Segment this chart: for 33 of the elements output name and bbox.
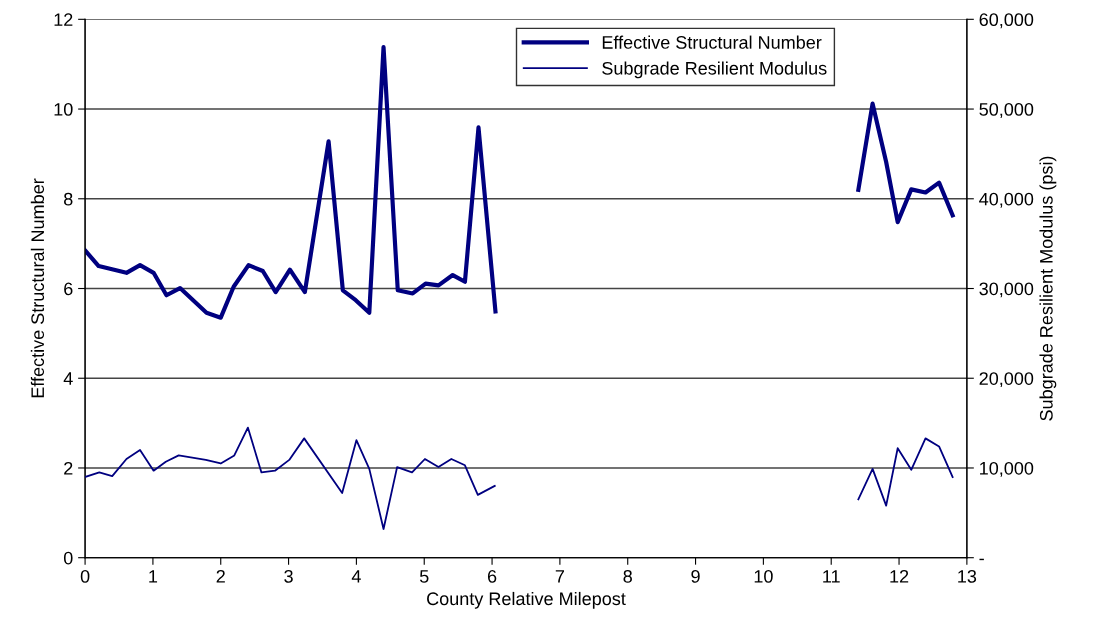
y-tick-label: 2: [64, 461, 73, 475]
x-tick-label: 3: [284, 569, 293, 583]
x-tick-label: 6: [487, 569, 497, 583]
y-tick-label: 6: [64, 282, 73, 296]
y2-tick-label: -: [979, 558, 984, 561]
y2-tick-label: 20,000: [979, 372, 1034, 388]
y-tick-label: 8: [64, 192, 73, 206]
x-tick-label: 10: [754, 569, 773, 583]
x-axis-title: County Relative Milepost: [427, 591, 626, 609]
y-tick-label: 12: [54, 13, 73, 26]
x-tick-label: 8: [623, 569, 632, 583]
x-tick-label: 11: [823, 570, 840, 583]
y2-axis-title: Subgrade Resilient Modulus (psi): [1039, 156, 1057, 421]
x-tick-label: 13: [958, 569, 977, 583]
legend-label: Effective Structural Number: [602, 35, 822, 49]
y2-tick-label: 60,000: [979, 13, 1034, 29]
y-tick-label: 4: [63, 372, 73, 385]
y2-tick-label: 50,000: [979, 102, 1034, 118]
y2-tick-label: 40,000: [979, 192, 1034, 208]
x-tick-label: 9: [691, 569, 700, 583]
y-tick-label: 0: [63, 551, 73, 565]
x-tick-label: 7: [555, 570, 565, 583]
x-tick-label: 5: [419, 570, 429, 583]
y-axis-title: Effective Structural Number: [30, 178, 45, 398]
x-tick-label: 12: [890, 569, 909, 583]
x-tick-label: 0: [80, 569, 90, 583]
y2-tick-label: 30,000: [979, 282, 1034, 298]
y-tick-label: 10: [54, 102, 73, 116]
x-tick-label: 4: [351, 570, 361, 583]
y2-tick-label: 10,000: [980, 461, 1034, 477]
x-tick-label: 2: [216, 569, 225, 583]
x-tick-label: 1: [149, 570, 158, 583]
legend-label: Subgrade Resilient Modulus: [602, 61, 827, 79]
